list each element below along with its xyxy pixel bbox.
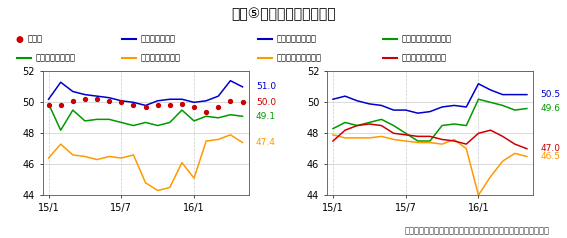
Text: 46.5: 46.5 bbox=[540, 152, 560, 161]
Text: 図表⑤景況感に過熱感なし: 図表⑤景況感に過熱感なし bbox=[231, 7, 336, 21]
Text: 47.0: 47.0 bbox=[540, 144, 560, 153]
Text: 49.6: 49.6 bbox=[540, 104, 560, 113]
Text: 51.0: 51.0 bbox=[256, 82, 276, 91]
Text: 50.5: 50.5 bbox=[540, 90, 560, 99]
Text: 49.1: 49.1 bbox=[256, 112, 276, 121]
Text: 製造業: 製造業 bbox=[27, 35, 42, 44]
Text: 製造業・中小企業: 製造業・中小企業 bbox=[141, 54, 181, 63]
Text: 製造業・新規輸出受注: 製造業・新規輸出受注 bbox=[401, 35, 451, 44]
Text: 47.4: 47.4 bbox=[256, 138, 276, 147]
Text: 製造業・大企業: 製造業・大企業 bbox=[141, 35, 176, 44]
Text: ●: ● bbox=[15, 35, 23, 44]
Text: 製造業・完成品在庫: 製造業・完成品在庫 bbox=[277, 54, 321, 63]
Text: 製造業・原材料在庫: 製造業・原材料在庫 bbox=[401, 54, 446, 63]
Text: （出所：中国国家統計局より住友商事グローバルリサーチ作成）: （出所：中国国家統計局より住友商事グローバルリサーチ作成） bbox=[405, 227, 550, 236]
Text: 製造業・中堅企業: 製造業・中堅企業 bbox=[36, 54, 76, 63]
Text: 製造業・新規受注: 製造業・新規受注 bbox=[277, 35, 317, 44]
Text: 50.0: 50.0 bbox=[256, 98, 276, 107]
